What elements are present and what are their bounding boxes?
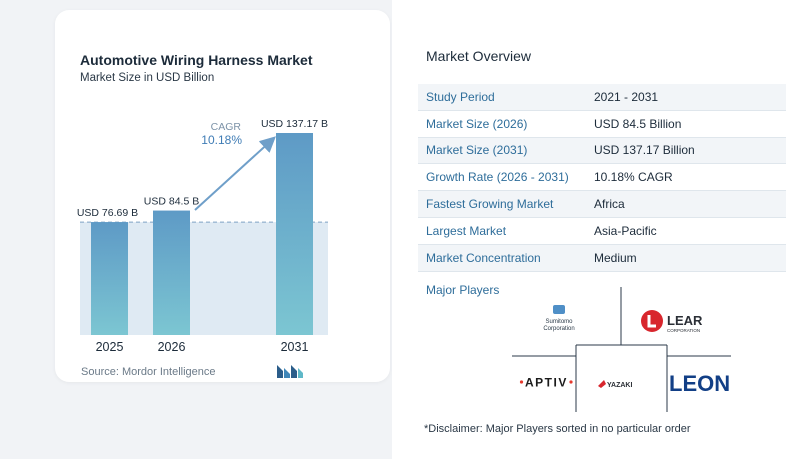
table-row: Largest Market Asia-Pacific: [418, 218, 786, 245]
cagr-label: CAGR: [211, 121, 242, 133]
cagr-arrow: [194, 136, 276, 211]
leoni-logo: LEONI: [669, 368, 736, 401]
table-row: Market Concentration Medium: [418, 244, 786, 272]
bar-value-label: USD 84.5 B: [144, 196, 199, 208]
disclaimer: *Disclaimer: Major Players sorted in no …: [424, 423, 691, 435]
row-value: 2021 - 2031: [594, 89, 659, 104]
bar-value-label: USD 137.17 B: [261, 118, 328, 130]
row-label: Market Size (2031): [426, 143, 528, 158]
cagr-value: 10.18%: [201, 133, 242, 147]
bar: [276, 133, 313, 335]
leoni-text: LEONI: [669, 371, 731, 396]
mordor-intelligence-logo: [277, 365, 303, 378]
row-value: USD 137.17 Billion: [594, 143, 695, 158]
row-value: 10.18% CAGR: [594, 170, 673, 185]
table-row: Market Size (2031) USD 137.17 Billion: [418, 137, 786, 165]
overview-table: Study Period 2021 - 2031 Market Size (20…: [418, 84, 786, 272]
sumitomo-text-1: Sumitomo: [545, 319, 573, 325]
bar: [91, 222, 128, 335]
yazaki-text: YAZAKI: [607, 382, 632, 389]
sumitomo-text-2: Corporation: [543, 326, 574, 332]
bar-value-label: USD 76.69 B: [77, 207, 138, 219]
row-value: Medium: [594, 250, 637, 265]
row-value: USD 84.5 Billion: [594, 116, 682, 131]
row-label: Growth Rate (2026 - 2031): [426, 170, 569, 185]
table-row: Fastest Growing Market Africa: [418, 191, 786, 218]
row-label: Market Size (2026): [426, 116, 528, 131]
x-tick-label: 2025: [96, 340, 124, 354]
bar-chart: USD 76.69 B 2025 USD 84.5 B 2026 USD 137.17 …: [77, 118, 328, 354]
chart-subtitle: Market Size in USD Billion: [80, 72, 215, 84]
table-row: Market Size (2026) USD 84.5 Billion: [418, 111, 786, 138]
bar: [153, 210, 190, 335]
table-row: Growth Rate (2026 - 2031) 10.18% CAGR: [418, 164, 786, 192]
row-value: Asia-Pacific: [594, 223, 657, 238]
source-note: Source: Mordor Intelligence: [81, 366, 216, 378]
lear-text: LEAR: [667, 313, 703, 328]
x-tick-label: 2031: [281, 340, 309, 354]
lear-sub-text: CORPORATION: [667, 328, 700, 333]
sumitomo-logo: Sumitomo Corporation: [543, 305, 575, 340]
chart-panel: USD 76.69 B 2025 USD 84.5 B 2026 USD 137.17 …: [0, 0, 390, 459]
lear-logo: LEAR CORPORATION: [640, 309, 720, 340]
overview-panel: [392, 0, 800, 459]
aptiv-text: APTIV: [525, 376, 568, 390]
chart-title: Automotive Wiring Harness Market: [80, 52, 313, 68]
row-label: Study Period: [426, 89, 495, 104]
major-players-title: Major Players: [426, 283, 500, 297]
table-row: Study Period 2021 - 2031: [418, 84, 786, 111]
row-label: Fastest Growing Market: [426, 197, 554, 212]
overview-title: Market Overview: [426, 48, 532, 64]
aptiv-logo: APTIV: [519, 374, 573, 395]
yazaki-logo: YAZAKI: [598, 377, 642, 396]
row-value: Africa: [594, 197, 625, 212]
row-label: Largest Market: [426, 223, 507, 238]
row-label: Market Concentration: [426, 250, 541, 265]
x-tick-label: 2026: [158, 340, 186, 354]
